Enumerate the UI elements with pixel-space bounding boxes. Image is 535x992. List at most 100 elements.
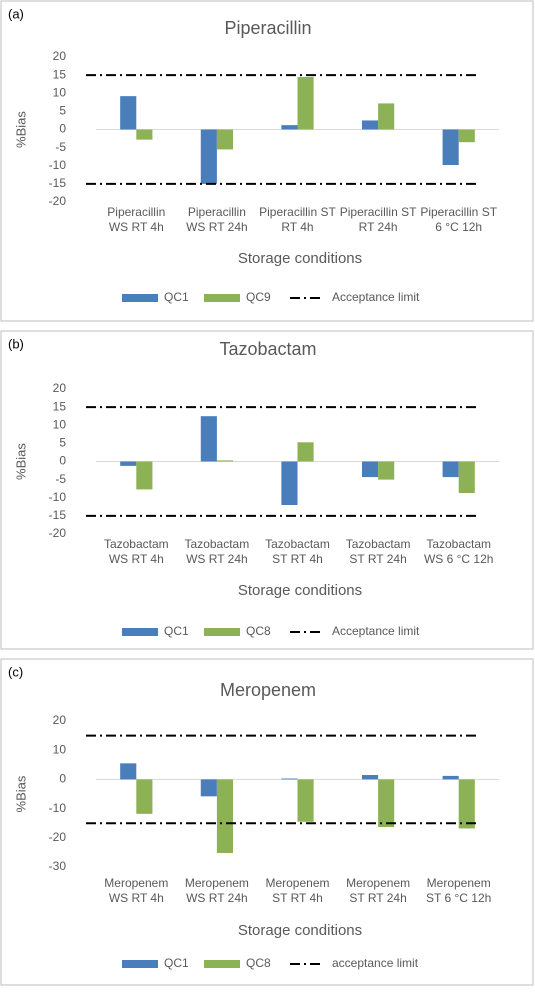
y-tick-label: 5	[59, 436, 66, 450]
x-tick-label-box: Tazobactam WS RT 24h	[185, 537, 250, 566]
x-tick-label: Meropenem WS RT 24h	[184, 876, 249, 905]
panel-border	[0, 658, 534, 986]
legend-label: acceptance limit	[332, 956, 419, 970]
legend-swatch	[122, 628, 158, 636]
panel-label: (c)	[8, 664, 23, 679]
chart-title: Tazobactam	[219, 339, 316, 359]
bar	[200, 779, 217, 797]
bar	[136, 129, 153, 140]
x-tick-label-box: Tazobactam ST RT 24h	[346, 537, 411, 566]
bar	[378, 779, 395, 827]
bar	[361, 120, 379, 130]
y-tick-label: 0	[59, 122, 66, 136]
x-tick-label: Meropenem ST 6 °C 12h	[426, 876, 492, 905]
x-tick-label-box: Meropenem ST RT 4h	[265, 876, 330, 905]
chart-title: Meropenem	[220, 680, 316, 700]
legend-swatch	[204, 628, 240, 636]
y-tick-label: -15	[49, 508, 67, 522]
x-tick-label: Tazobactam WS 6 °C 12h	[423, 537, 494, 566]
legend-label: QC1	[164, 956, 189, 970]
y-tick-label: 15	[53, 67, 67, 81]
x-tick-label-box: Piperacillin WS RT 24h	[186, 205, 248, 234]
y-tick-label: -30	[49, 859, 67, 873]
bar	[378, 461, 395, 480]
bar	[281, 461, 298, 505]
bar	[281, 125, 298, 130]
bar	[442, 129, 459, 166]
bar	[136, 461, 153, 490]
bar	[120, 461, 137, 466]
y-axis-label: %Bias	[13, 111, 28, 148]
y-tick-label: 10	[53, 742, 67, 756]
chart-panel: (b) Tazobactam 20 15 10 5 0 -5 -10 -15 -20 %Bias Taz…	[0, 330, 534, 650]
bar	[361, 775, 379, 780]
x-tick-label: Meropenem ST RT 4h	[265, 876, 330, 905]
legend-swatch	[204, 960, 240, 968]
x-tick-label-box: Meropenem WS RT 24h	[184, 876, 249, 905]
x-axis-label: Storage conditions	[238, 922, 362, 939]
chart-title: Piperacillin	[224, 18, 311, 38]
bar	[361, 461, 379, 478]
x-axis-label: Storage conditions	[238, 250, 362, 267]
y-tick-label: 0	[59, 772, 66, 786]
legend-swatch	[204, 294, 240, 302]
panel-label: (a)	[8, 6, 24, 21]
x-tick-label-box: Tazobactam WS 6 °C 12h	[423, 537, 494, 566]
x-tick-label: Piperacillin WS RT 24h	[186, 205, 248, 234]
x-tick-label: Piperacillin ST RT 24h	[339, 205, 417, 234]
legend-swatch	[122, 294, 158, 302]
x-tick-label: Meropenem ST RT 24h	[346, 876, 411, 905]
bar	[200, 416, 217, 462]
x-tick-label-box: Piperacillin ST 6 °C 12h	[420, 205, 498, 234]
x-tick-label-box: Tazobactam WS RT 4h	[104, 537, 169, 566]
y-tick-label: 0	[59, 454, 66, 468]
y-tick-label: -15	[49, 176, 67, 190]
y-tick-label: -5	[55, 472, 66, 486]
y-tick-label: -10	[49, 490, 67, 504]
panel-border	[0, 330, 534, 650]
bar	[281, 778, 298, 780]
y-tick-label: -10	[49, 158, 67, 172]
bar	[200, 129, 217, 184]
y-tick-label: 20	[53, 381, 67, 395]
x-tick-label: Tazobactam ST RT 4h	[265, 537, 330, 566]
x-tick-label-box: Meropenem ST 6 °C 12h	[426, 876, 492, 905]
x-tick-label: Piperacillin ST 6 °C 12h	[420, 205, 498, 234]
bar	[216, 779, 234, 853]
y-tick-label: 15	[53, 399, 67, 413]
bar	[458, 129, 475, 143]
y-tick-label: -5	[55, 140, 66, 154]
y-tick-label: 5	[59, 104, 66, 118]
x-tick-label-box: Piperacillin ST RT 4h	[259, 205, 336, 234]
y-tick-label: 10	[53, 85, 67, 99]
legend-swatch	[122, 960, 158, 968]
y-tick-label: -20	[49, 830, 67, 844]
bar	[120, 763, 137, 780]
chart-panel: (c) Meropenem 20 10 0 -10 -20 -30 %Bias Meropenem…	[0, 658, 534, 986]
bar	[458, 461, 475, 494]
legend-label: Acceptance limit	[332, 624, 420, 638]
y-tick-label: -20	[49, 526, 67, 540]
legend-label: QC8	[246, 956, 271, 970]
x-tick-label-box: Meropenem WS RT 4h	[104, 876, 169, 905]
y-tick-label: -10	[49, 801, 67, 815]
bar	[442, 775, 459, 780]
chart-panel: (a) Piperacillin 20 15 10 5 0 -5 -10 -15 -20 %Bias P…	[0, 0, 534, 322]
y-axis-label: %Bias	[13, 775, 28, 812]
panel-border	[0, 0, 534, 322]
bar	[120, 96, 137, 130]
x-tick-label: Meropenem WS RT 4h	[104, 876, 169, 905]
bar	[442, 461, 459, 478]
legend-label: QC1	[164, 290, 189, 304]
x-tick-label-box: Tazobactam ST RT 4h	[265, 537, 330, 566]
x-tick-label-box: Piperacillin ST RT 24h	[339, 205, 417, 234]
legend-label: QC1	[164, 624, 189, 638]
bar	[378, 103, 395, 130]
x-tick-label: Piperacillin ST RT 4h	[259, 205, 336, 234]
y-tick-label: 10	[53, 417, 67, 431]
y-axis-label: %Bias	[13, 443, 28, 480]
x-tick-label: Piperacillin WS RT 4h	[107, 205, 166, 234]
legend-label: QC8	[246, 624, 271, 638]
bar	[216, 129, 234, 150]
